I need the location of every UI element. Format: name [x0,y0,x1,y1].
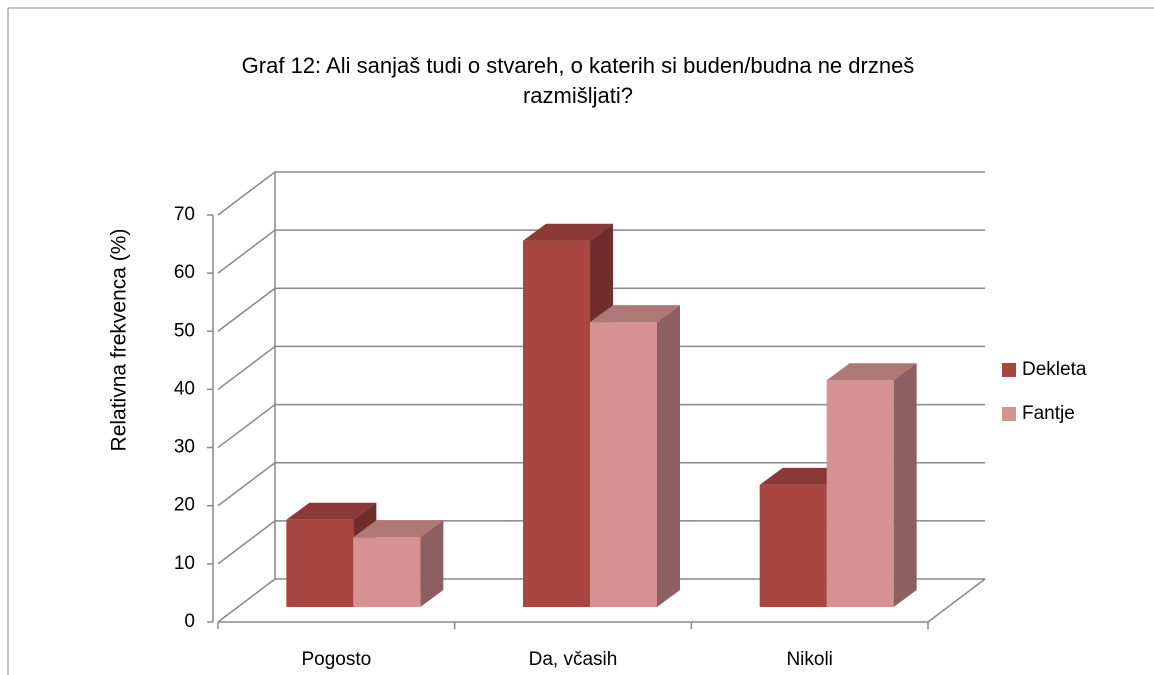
y-axis-label: Relativna frekvenca (%) [108,229,131,452]
grid-line [217,229,985,274]
legend-swatch [1002,407,1016,421]
bar-top [353,520,444,538]
bar-top [523,223,613,241]
grid-line [217,403,985,449]
x-tick-label: Nikoli [786,649,832,670]
y-tick-label: 30 [174,437,195,458]
bar [353,537,421,607]
bar-side [420,520,444,607]
y-tick-label: 40 [174,378,195,399]
grid-line [217,520,985,565]
grid-line [217,287,985,332]
grid-line [217,171,985,216]
bar-top [286,502,377,520]
y-tick-label: 10 [174,553,195,574]
y-tick-label: 0 [184,611,195,632]
grid-line [217,345,985,391]
grid-line [217,578,985,623]
bar [826,380,894,607]
y-tick-label: 70 [174,204,195,225]
bar [590,322,657,607]
bar-top [590,305,680,323]
bar [523,240,590,607]
y-tick-label: 50 [174,320,195,341]
grid-line [217,461,985,507]
bar-side [893,363,917,607]
x-tick-label: Da, včasih [529,649,618,670]
bar-top [826,363,917,381]
bar [286,519,354,607]
legend-label: Fantje [1022,403,1075,424]
chart-title: Graf 12: Ali sanjaš tudi o stvareh, o ka… [242,53,915,78]
bar [759,484,827,607]
y-tick-label: 60 [174,262,195,283]
chart-title: razmišljati? [523,83,633,108]
legend-swatch [1002,363,1016,377]
x-tick-label: Pogosto [301,649,371,670]
y-tick-label: 20 [174,495,195,516]
legend-label: Dekleta [1022,359,1087,380]
bar-side [657,305,680,607]
